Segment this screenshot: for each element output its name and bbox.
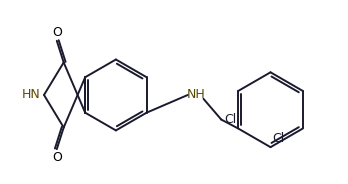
Text: O: O (52, 26, 62, 39)
Text: HN: HN (21, 89, 40, 101)
Text: Cl: Cl (224, 114, 236, 126)
Text: NH: NH (186, 89, 205, 101)
Text: O: O (52, 151, 62, 164)
Text: Cl: Cl (272, 132, 285, 145)
